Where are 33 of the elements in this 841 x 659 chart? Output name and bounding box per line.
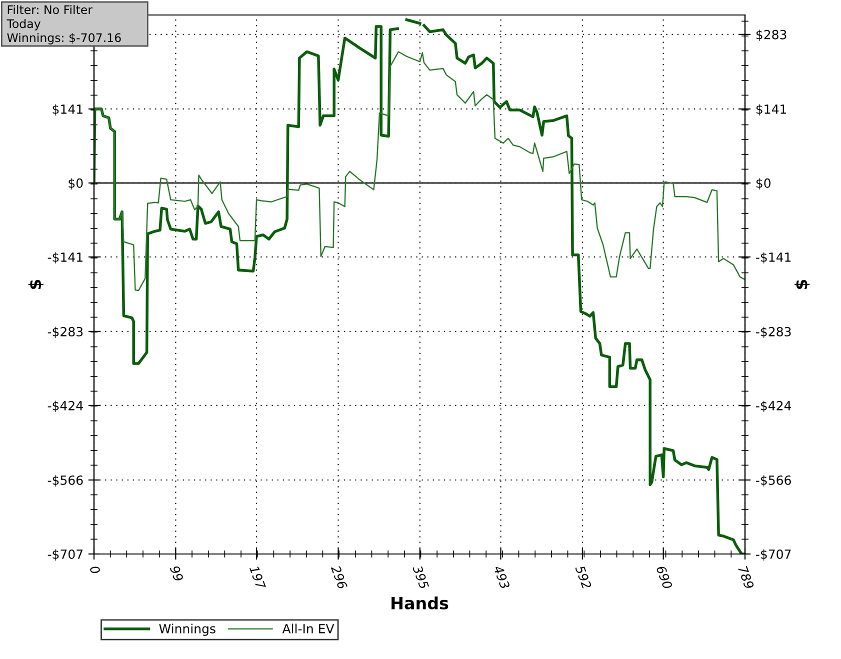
text: Filter: No Filter: [8, 5, 93, 14]
y-tick-label: -$566: [48, 475, 83, 487]
y-tick-label: -$283: [48, 326, 83, 338]
y-tick-label: $141: [52, 104, 82, 116]
x-tick-label: 197: [249, 565, 266, 590]
legend-label: Winnings: [159, 624, 216, 636]
y2-tick-label: -$283: [756, 326, 791, 338]
x-tick-label: 690: [656, 565, 673, 590]
x-tick-label: 592: [575, 564, 592, 590]
line-series: [94, 51, 745, 292]
x-tick-label: 789: [738, 566, 754, 590]
y2-tick-label: -$424: [756, 400, 792, 412]
y2-tick-label: $283: [756, 30, 786, 42]
y-tick-label: -$141: [48, 252, 82, 264]
y-tick-label: $0: [68, 178, 83, 190]
x-tick-label: 99: [170, 565, 184, 582]
text: Today: [6, 19, 41, 30]
x-axis-title: Hands: [392, 596, 448, 610]
legend-label: All-In EV: [282, 624, 334, 634]
y2-tick-label: -$707: [756, 549, 791, 561]
annotation: Winnings: $-707.16: [7, 33, 121, 44]
x-tick-label: 0: [89, 565, 101, 575]
y2-tick-label: -$566: [756, 475, 791, 487]
y-tick-label: -$707: [48, 549, 83, 561]
y-axis-title: $: [28, 280, 44, 289]
x-tick-label: 395: [412, 564, 430, 590]
y2-tick-label: -$141: [756, 252, 791, 264]
x-tick-label: 493: [493, 564, 510, 590]
y2-tick-label: $0: [756, 178, 770, 190]
y2-tick-label: $141: [756, 104, 786, 116]
x-tick-label: 296: [330, 564, 348, 590]
y-tick-label: -$424: [48, 400, 83, 412]
y2-axis-title: $: [794, 280, 810, 289]
